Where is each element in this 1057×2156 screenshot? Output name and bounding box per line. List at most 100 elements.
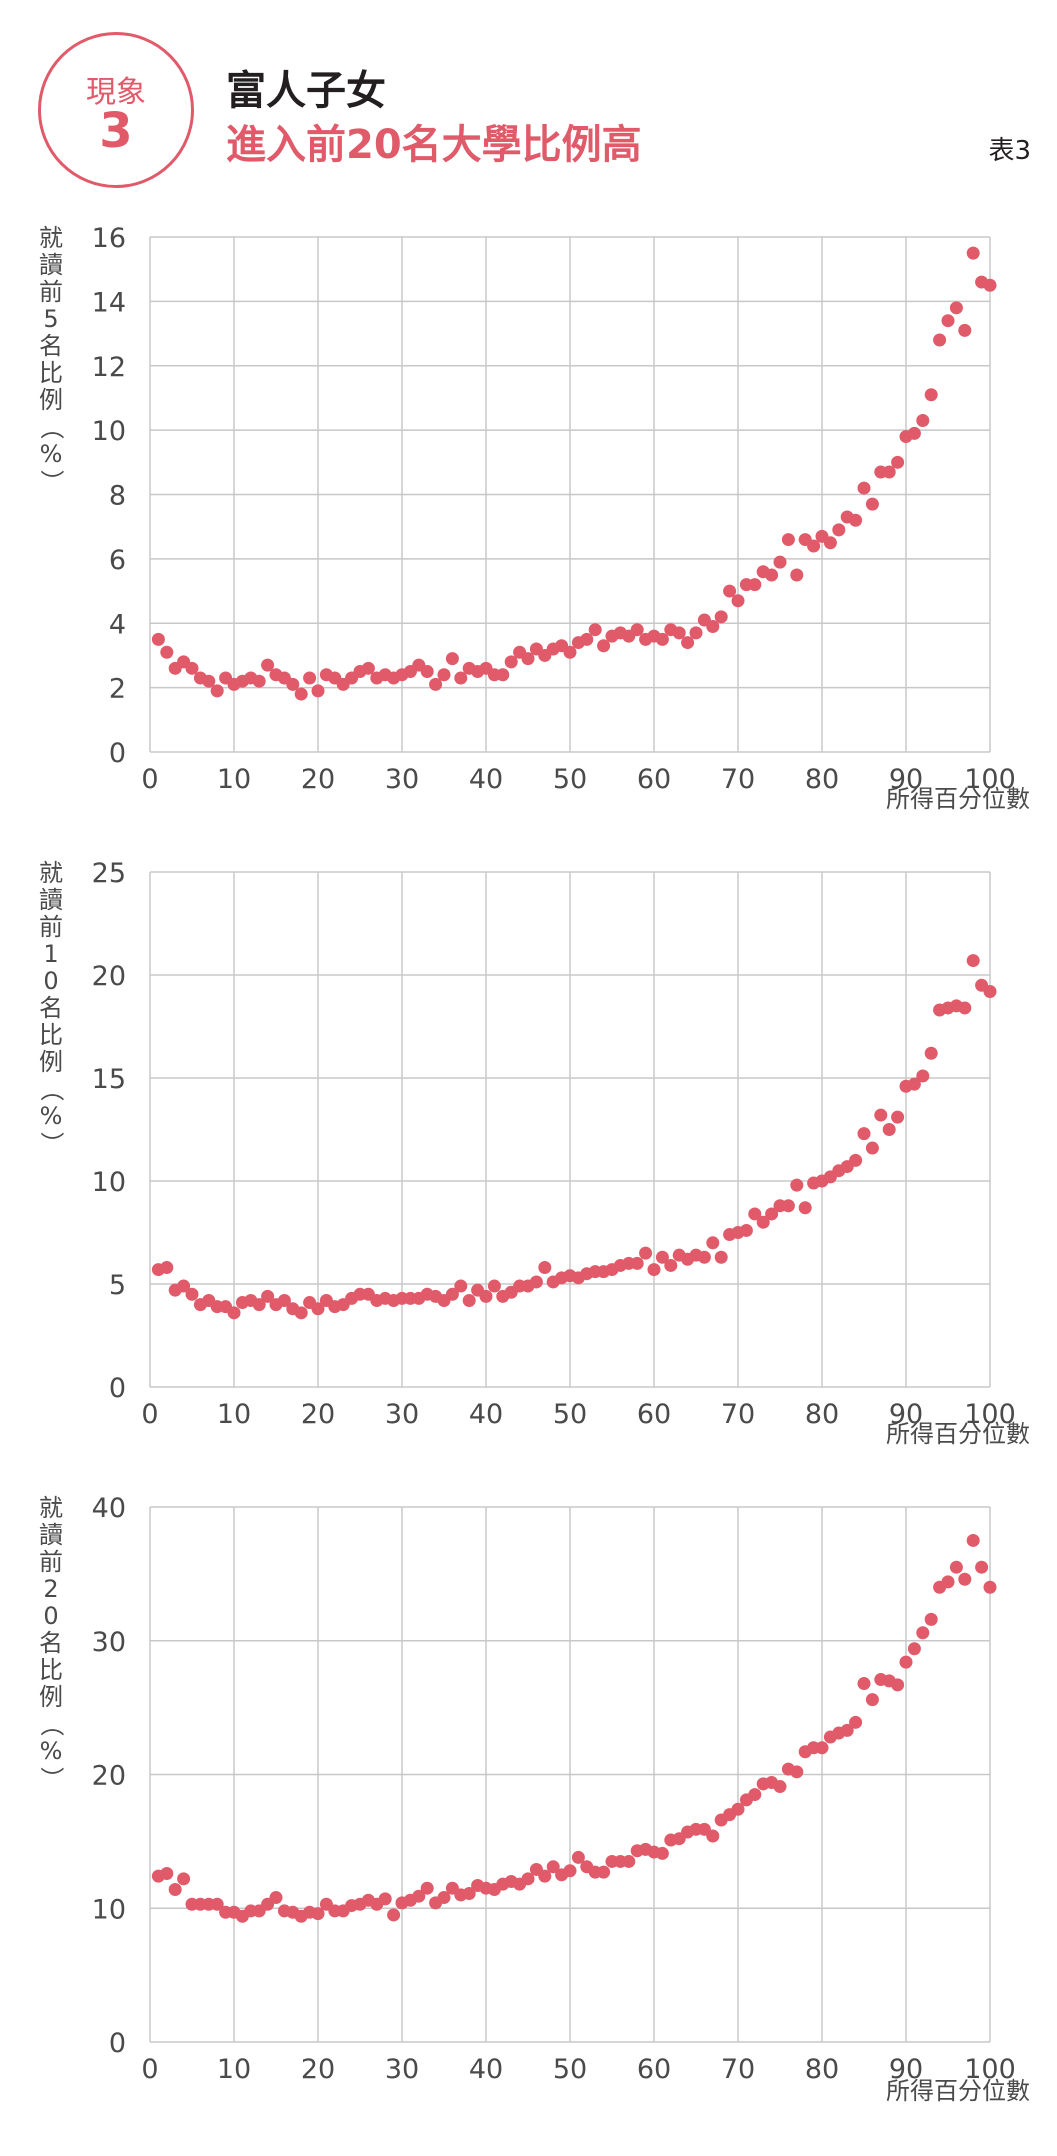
data-point	[983, 278, 997, 292]
data-point	[924, 1046, 938, 1060]
y-tick-label: 4	[109, 609, 126, 640]
data-point	[202, 674, 216, 688]
data-point	[462, 1887, 476, 1901]
x-tick-label: 20	[301, 764, 335, 795]
data-point	[303, 671, 317, 685]
data-point	[252, 674, 266, 688]
x-tick-label: 90	[889, 764, 923, 795]
data-point	[941, 314, 955, 328]
data-point	[790, 568, 804, 582]
data-point	[849, 1715, 863, 1729]
y-axis-label: 就讀前 1 0 名比例（%）	[37, 859, 66, 1156]
data-point	[294, 687, 308, 701]
y-tick-label: 15	[92, 1064, 126, 1095]
data-point	[966, 954, 980, 968]
data-point	[487, 1279, 501, 1293]
data-point	[949, 1560, 963, 1574]
x-tick-label: 60	[637, 764, 671, 795]
x-tick-label: 40	[469, 2054, 503, 2085]
data-point	[529, 1275, 543, 1289]
data-point	[765, 1207, 779, 1221]
data-point	[916, 413, 930, 427]
x-tick-label: 10	[217, 1399, 251, 1430]
data-point	[882, 1123, 896, 1136]
x-tick-label: 70	[721, 764, 755, 795]
data-point	[630, 623, 644, 637]
data-point	[160, 645, 174, 659]
x-tick-label: 80	[805, 1399, 839, 1430]
x-tick-label: 80	[805, 2054, 839, 2085]
badge-number: 3	[99, 103, 133, 159]
data-point	[639, 1246, 653, 1260]
data-point	[210, 1897, 224, 1911]
x-tick-label: 20	[301, 1399, 335, 1430]
data-point	[731, 594, 745, 608]
x-tick-label: 30	[385, 2054, 419, 2085]
y-tick-label: 10	[92, 1167, 126, 1198]
chart-top-10: 就讀前 1 0 名比例（%） 0 10 20 30 40 50 60 70 80 90 100 0 5 10 15…	[0, 850, 1057, 1470]
data-point	[966, 246, 980, 260]
x-tick-label: 30	[385, 1399, 419, 1430]
x-tick-label: 100	[964, 764, 1016, 795]
data-point	[588, 623, 602, 637]
data-point	[311, 684, 325, 698]
data-point	[714, 1250, 728, 1264]
data-point	[748, 1207, 762, 1221]
data-point	[496, 668, 510, 682]
data-point	[849, 1153, 863, 1167]
data-point	[731, 1802, 745, 1816]
y-tick-label: 0	[109, 738, 126, 769]
data-point	[924, 388, 938, 402]
x-tick-label: 70	[721, 1399, 755, 1430]
data-point	[655, 632, 669, 646]
y-tick-label: 40	[92, 1493, 126, 1524]
data-point	[714, 610, 728, 624]
data-point	[958, 323, 972, 337]
y-tick-label: 16	[92, 223, 126, 254]
y-tick-label: 30	[92, 1627, 126, 1658]
data-point	[277, 1293, 291, 1307]
data-point	[445, 652, 459, 666]
data-point	[437, 1891, 451, 1905]
data-point	[706, 1829, 720, 1843]
data-point	[227, 1306, 241, 1320]
data-point	[781, 1199, 795, 1213]
data-point	[958, 1572, 972, 1586]
data-point	[261, 658, 275, 672]
data-point	[521, 1872, 535, 1886]
data-point	[689, 626, 703, 640]
x-axis-label: 所得百分位數	[886, 2077, 1030, 2105]
data-point	[739, 1223, 753, 1237]
data-point	[151, 632, 165, 646]
data-point	[949, 301, 963, 315]
x-tick-label: 50	[553, 764, 587, 795]
data-point	[571, 1850, 585, 1864]
data-point	[874, 1108, 888, 1122]
data-point	[185, 1287, 199, 1301]
data-point	[941, 1575, 955, 1589]
x-tick-label: 100	[964, 1399, 1016, 1430]
data-point	[378, 1892, 392, 1906]
x-axis-label: 所得百分位數	[886, 785, 1030, 813]
data-point	[790, 1178, 804, 1192]
data-point	[521, 652, 535, 666]
data-point	[538, 1869, 552, 1883]
data-point	[597, 1865, 611, 1879]
y-tick-label: 10	[92, 1894, 126, 1925]
data-point	[697, 1250, 711, 1264]
y-axis-label: 就讀前 2 0 名比例（%）	[37, 1494, 66, 1791]
data-point	[294, 1306, 308, 1320]
data-point	[857, 1677, 871, 1691]
data-point	[177, 1872, 191, 1886]
data-point	[454, 671, 468, 685]
x-tick-label: 10	[217, 764, 251, 795]
x-tick-label: 50	[553, 2054, 587, 2085]
data-point	[790, 1765, 804, 1779]
data-point	[756, 1215, 770, 1229]
scatter-plot-top-10: 0 10 20 30 40 50 60 70 80 90 100 0 5 10 15 20 25 所得百分位數	[92, 858, 1030, 1448]
table-label: 表3	[988, 136, 1031, 166]
data-point	[445, 1287, 459, 1301]
y-tick-label: 20	[92, 1761, 126, 1792]
data-point	[361, 661, 375, 675]
data-point	[773, 555, 787, 569]
